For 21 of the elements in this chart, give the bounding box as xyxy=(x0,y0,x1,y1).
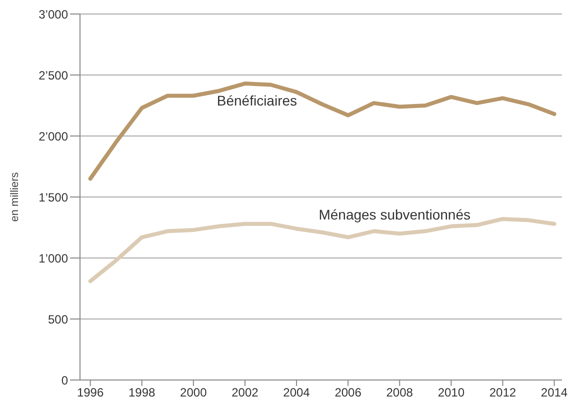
x-tick-label: 2014 xyxy=(540,386,568,400)
x-tick-label: 2008 xyxy=(386,386,414,400)
y-axis-title: en milliers xyxy=(8,172,21,222)
series-label: Bénéficiaires xyxy=(216,92,298,109)
y-tick-label: 500 xyxy=(48,312,68,326)
y-tick-label: 1’000 xyxy=(38,251,68,266)
series-label: Ménages subventionnés xyxy=(318,206,471,223)
x-tick-label: 2012 xyxy=(489,386,516,400)
line-series xyxy=(88,82,556,181)
x-tick-label: 2004 xyxy=(283,386,310,400)
y-tick-label: 2’500 xyxy=(38,68,68,82)
x-tick-label: 2002 xyxy=(232,386,259,400)
x-tick-label: 2006 xyxy=(334,386,362,400)
y-tick-label: 1’500 xyxy=(38,190,68,204)
x-tick-label: 2000 xyxy=(180,386,208,400)
x-tick-label: 1996 xyxy=(76,386,104,400)
x-tick-label: 1998 xyxy=(128,386,156,400)
y-tick-label: 3’000 xyxy=(38,7,68,22)
y-tick-label: 0 xyxy=(61,373,68,388)
x-tick-label: 2010 xyxy=(438,386,465,400)
y-tick-label: 2’000 xyxy=(38,129,68,144)
